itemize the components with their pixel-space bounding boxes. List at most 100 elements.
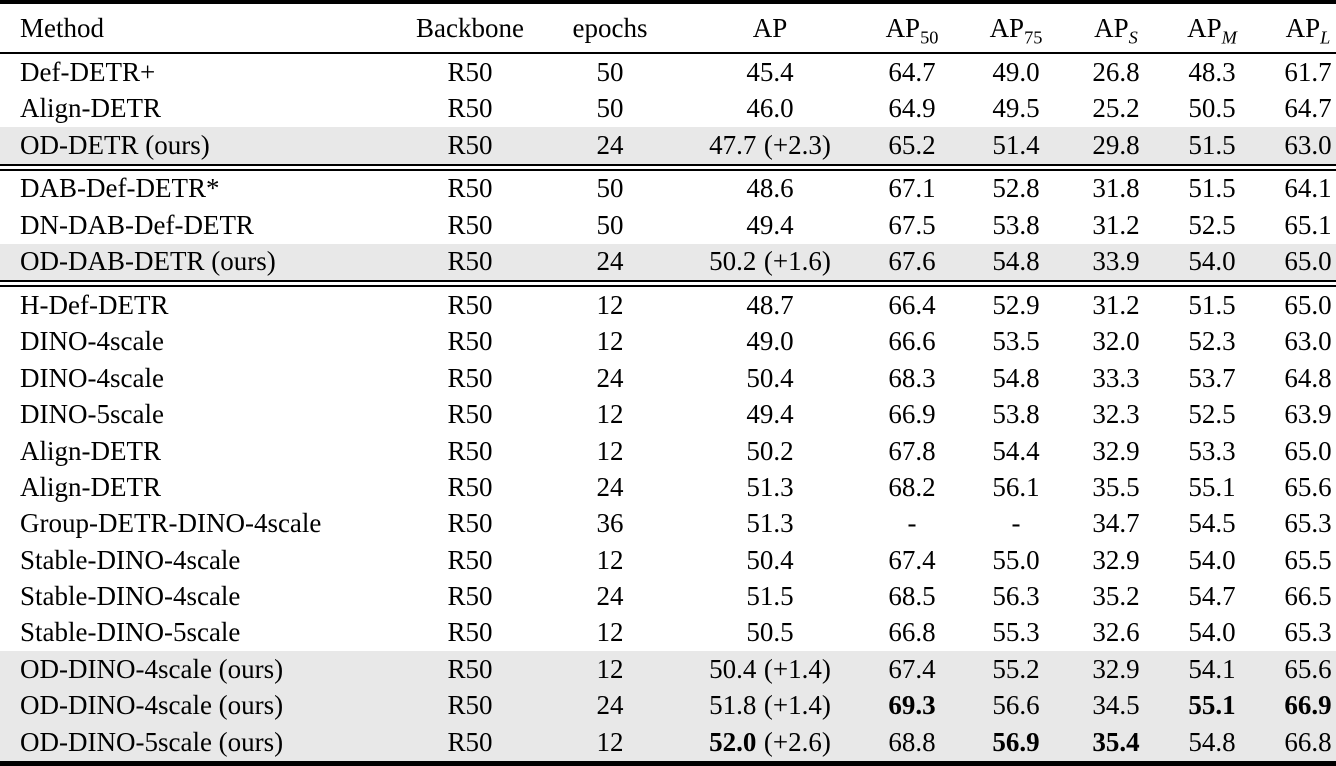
cell-method: OD-DETR (ours) [0, 126, 400, 165]
cell-apl: 64.8 [1284, 362, 1332, 393]
cell-backbone: R50 [447, 173, 493, 204]
cell-epochs: 24 [596, 471, 624, 502]
cell-apm: 48.3 [1188, 56, 1236, 87]
column-header-method: Method [0, 0, 400, 54]
cell-aps: 32.3 [1092, 399, 1140, 430]
column-label: epochs [572, 12, 648, 43]
cell-apm: 54.5 [1188, 508, 1236, 539]
table-row: DN-DAB-Def-DETR R50 50 49.4 67.5 53.8 31.2 52.5… [0, 207, 1336, 243]
cell-ap75: 54.8 [964, 243, 1068, 282]
cell-aps: 32.9 [1092, 544, 1140, 575]
cell-aps: 31.2 [1092, 289, 1140, 320]
cell-apl: 65.3 [1284, 617, 1332, 648]
ap-value: 50.4 [709, 653, 757, 684]
cell-ap75: 54.8 [992, 362, 1040, 393]
cell-apl: 65.0 [1284, 289, 1332, 320]
ap-value: 51.3 [746, 508, 794, 539]
cell-ap: 49.4 [680, 396, 860, 432]
cell-backbone: R50 [447, 508, 493, 539]
cell-ap50: 65.2 [860, 126, 964, 165]
cell-ap50: 66.4 [888, 289, 936, 320]
cell-backbone: R50 [447, 399, 493, 430]
cell-apl: 64.7 [1284, 93, 1332, 124]
cell-epochs: 24 [540, 687, 680, 724]
ap-value: 52.0 [709, 726, 757, 757]
cell-backbone: R50 [400, 126, 540, 165]
cell-ap75: 56.9 [964, 723, 1068, 766]
cell-epochs: 50 [596, 93, 624, 124]
cell-apm: 54.0 [1188, 544, 1236, 575]
cell-epochs: 12 [540, 723, 680, 766]
column-header-aps: APS [1068, 0, 1164, 54]
cell-apm: 53.3 [1188, 435, 1236, 466]
cell-aps: 33.9 [1068, 243, 1164, 282]
cell-backbone: R50 [400, 687, 540, 724]
cell-ap50: 67.8 [888, 435, 936, 466]
table-row: OD-DINO-5scale (ours) R50 12 52.0 (+2.6) 68.8… [0, 723, 1336, 766]
cell-apl: 63.9 [1284, 399, 1332, 430]
cell-method: Align-DETR [20, 435, 161, 466]
cell-ap50: 66.6 [888, 326, 936, 357]
ap-value: 50.5 [746, 617, 794, 648]
cell-apl: 65.0 [1284, 435, 1332, 466]
cell-aps: 29.8 [1068, 126, 1164, 165]
cell-ap50: 67.4 [888, 544, 936, 575]
cell-aps: 31.8 [1092, 173, 1140, 204]
cell-method: OD-DINO-5scale (ours) [0, 723, 400, 766]
cell-apl: 65.6 [1260, 651, 1336, 688]
cell-apm: 54.0 [1164, 243, 1260, 282]
column-subscript: 75 [1024, 26, 1043, 47]
cell-epochs: 50 [596, 173, 624, 204]
cell-ap75: 52.9 [992, 289, 1040, 320]
cell-ap75: 55.2 [964, 651, 1068, 688]
cell-ap75: 49.5 [992, 93, 1040, 124]
cell-ap50: 66.8 [888, 617, 936, 648]
cell-method: Def-DETR+ [20, 56, 156, 87]
ap-value: 45.4 [746, 56, 794, 87]
ap-value: 46.0 [746, 93, 794, 124]
cell-backbone: R50 [447, 617, 493, 648]
cell-ap75: - [1011, 508, 1021, 539]
cell-ap50: - [907, 508, 917, 539]
cell-backbone: R50 [447, 581, 493, 612]
cell-ap50: 64.7 [888, 56, 936, 87]
cell-ap75: 56.6 [964, 687, 1068, 724]
ap-delta: (+2.3) [763, 129, 831, 160]
table-row: OD-DINO-4scale (ours) R50 12 50.4 (+1.4) 67.4… [0, 651, 1336, 688]
column-label: AP [1187, 12, 1222, 43]
cell-ap: 50.4 [680, 360, 860, 396]
table-row: OD-DETR (ours) R50 24 47.7 (+2.3) 65.2 51.4 29.… [0, 126, 1336, 165]
cell-backbone: R50 [447, 56, 493, 87]
cell-apm: 54.1 [1164, 651, 1260, 688]
cell-ap50: 66.9 [888, 399, 936, 430]
cell-epochs: 24 [540, 243, 680, 282]
cell-apl: 66.8 [1260, 723, 1336, 766]
cell-method: OD-DINO-4scale (ours) [0, 687, 400, 724]
section-separator-rule [0, 163, 1336, 171]
cell-ap: 49.0 [680, 324, 860, 360]
cell-apm: 55.1 [1164, 687, 1260, 724]
cell-epochs: 50 [596, 56, 624, 87]
cell-ap75: 55.0 [992, 544, 1040, 575]
cell-epochs: 12 [596, 435, 624, 466]
cell-ap: 50.2 [680, 433, 860, 469]
cell-method: DINO-4scale [20, 362, 164, 393]
cell-method: OD-DAB-DETR (ours) [0, 243, 400, 282]
cell-ap75: 56.3 [992, 581, 1040, 612]
cell-apm: 52.5 [1188, 399, 1236, 430]
cell-apl: 65.0 [1260, 243, 1336, 282]
ap-value: 51.5 [746, 581, 794, 612]
column-header-ap: AP [680, 0, 860, 54]
cell-epochs: 12 [596, 617, 624, 648]
ap-value: 50.4 [746, 544, 794, 575]
table-row: Align-DETR R50 50 46.0 64.9 49.5 25.2 50.5 64.7 [0, 91, 1336, 127]
table-row: DINO-5scale R50 12 49.4 66.9 53.8 32.3 52.5 63.9 [0, 396, 1336, 432]
table-row: Stable-DINO-4scale R50 12 50.4 67.4 55.0 32.9 5… [0, 542, 1336, 578]
cell-apm: 50.5 [1188, 93, 1236, 124]
table-row: Group-DETR-DINO-4scale R50 36 51.3 - - 34.7 54.… [0, 506, 1336, 542]
cell-ap: 51.5 [680, 578, 860, 614]
cell-aps: 34.7 [1092, 508, 1140, 539]
cell-backbone: R50 [447, 544, 493, 575]
cell-apl: 63.0 [1260, 126, 1336, 165]
